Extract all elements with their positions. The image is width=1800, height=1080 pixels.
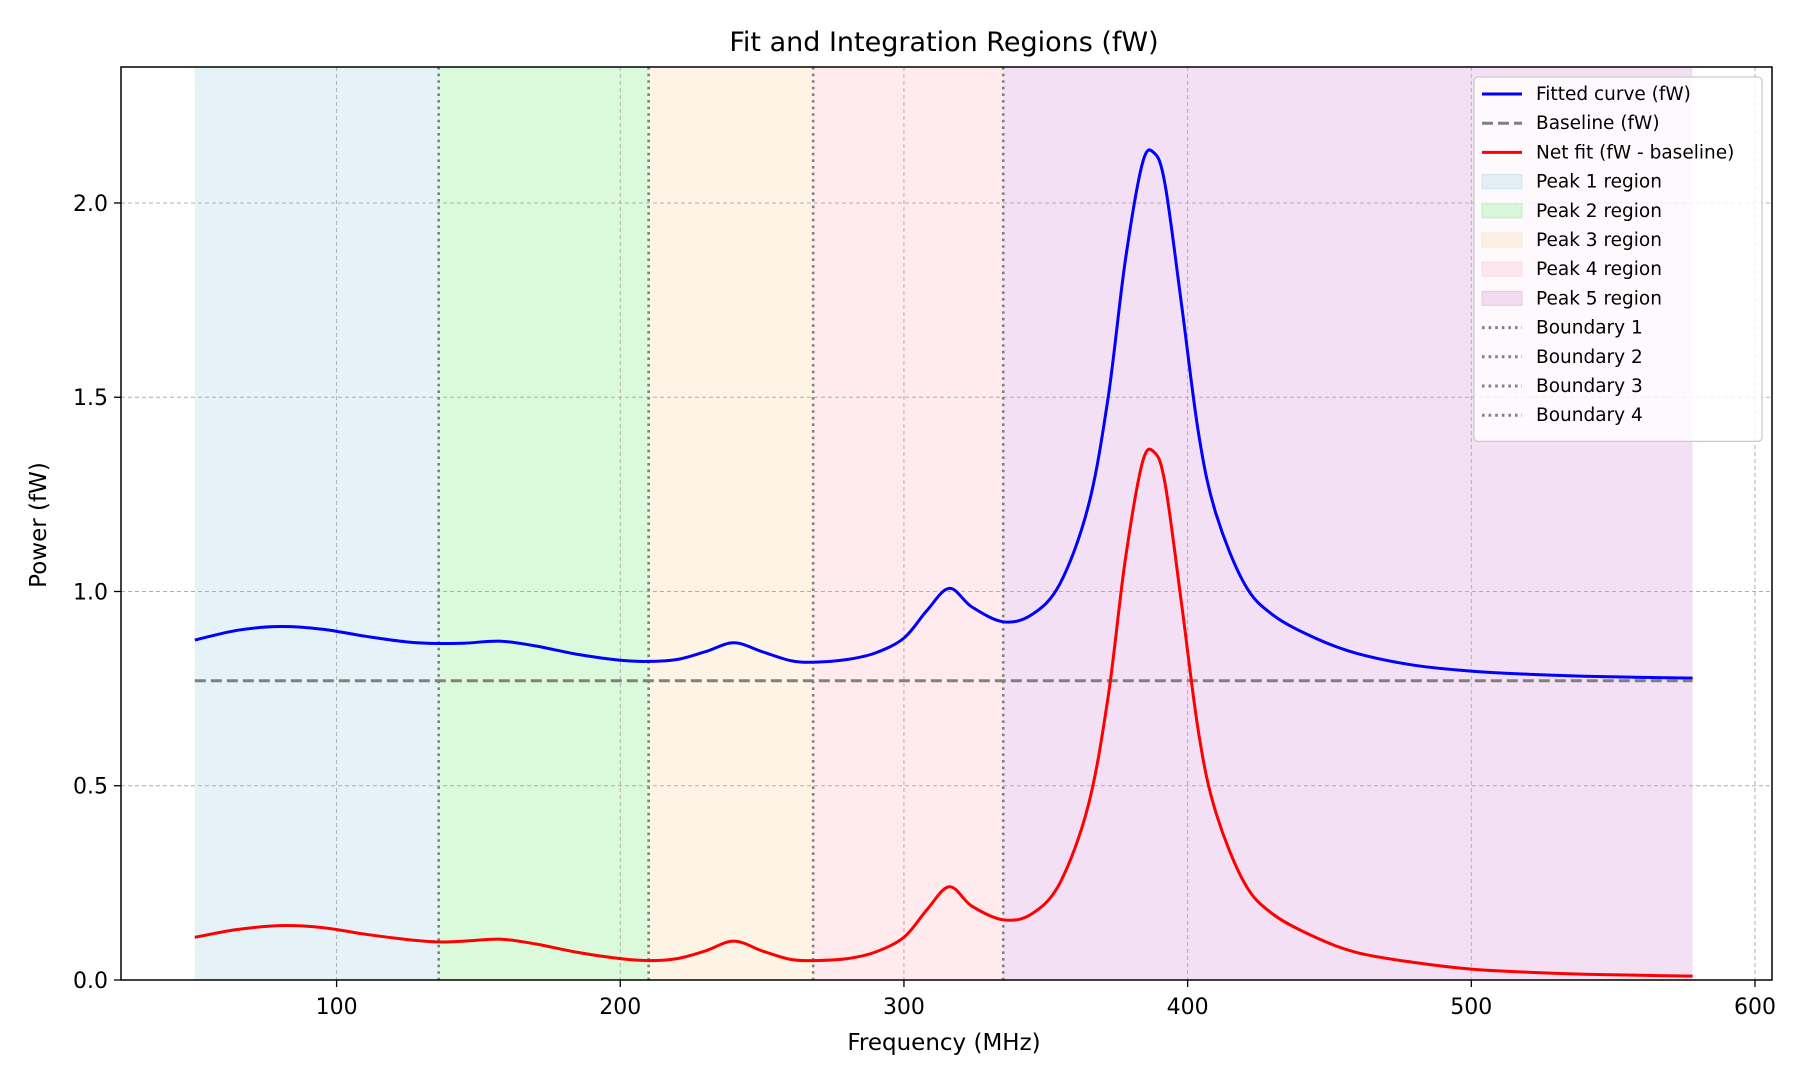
series-line-1 [194, 148, 1693, 680]
x-axis-label: Frequency (MHz) [847, 1030, 1040, 1056]
x-tick-label-5: 600 [1734, 995, 1776, 1020]
legend-swatch-region-1 [1481, 174, 1523, 190]
x-tick-label-2: 300 [883, 995, 925, 1020]
x-tick-label-1: 200 [599, 995, 641, 1020]
x-tick-label-0: 100 [316, 995, 358, 1020]
legend-swatch-region-2 [1481, 203, 1523, 219]
y-tick-label-2: 1.0 [73, 580, 108, 605]
series-layer [194, 148, 1693, 978]
boundaries-layer [437, 67, 1005, 980]
y-tick-label-0: 0.0 [73, 969, 108, 994]
legend-label-region-3: Peak 3 region [1536, 230, 1662, 251]
y-axis: 0.0 0.5 1.0 1.5 2.0 [73, 192, 121, 994]
legend-label-series-3: Net fit (fW - baseline) [1536, 142, 1734, 163]
x-tick-label-4: 500 [1450, 995, 1492, 1020]
legend-label-boundary-2: Boundary 2 [1536, 347, 1643, 368]
legend-label-boundary-3: Boundary 3 [1536, 376, 1643, 397]
x-axis: 100 200 300 400 500 600 [316, 980, 1776, 1020]
legend-label-region-1: Peak 1 region [1536, 172, 1662, 193]
legend-swatch-region-3 [1481, 232, 1523, 248]
legend-label-boundary-1: Boundary 1 [1536, 318, 1643, 339]
regions-layer [194, 67, 1693, 980]
legend-swatch-region-4 [1481, 261, 1523, 277]
plot-frame [120, 66, 1773, 981]
legend-swatch-region-5 [1481, 290, 1523, 306]
legend-label-region-4: Peak 4 region [1536, 259, 1662, 280]
legend-label-boundary-4: Boundary 4 [1536, 405, 1643, 426]
y-axis-label: Power (fW) [26, 462, 52, 588]
legend-box [1473, 76, 1763, 443]
chart-title: Fit and Integration Regions (fW) [729, 27, 1158, 58]
series-line-3 [194, 447, 1693, 978]
legend-label-series-1: Fitted curve (fW) [1536, 84, 1691, 105]
region-peak-2 [438, 67, 649, 980]
legend-label-region-2: Peak 2 region [1536, 201, 1662, 222]
region-peak-4 [813, 67, 1004, 980]
region-peak-1 [194, 67, 439, 980]
y-tick-label-1: 0.5 [73, 775, 108, 800]
legend-label-region-5: Peak 5 region [1536, 288, 1662, 309]
x-tick-label-3: 400 [1167, 995, 1209, 1020]
region-peak-3 [648, 67, 814, 980]
legend: Fitted curve (fW) Baseline (fW) Net fit (f… [1473, 76, 1763, 443]
y-tick-label-4: 2.0 [73, 192, 108, 217]
legend-label-series-2: Baseline (fW) [1536, 113, 1660, 134]
y-tick-label-3: 1.5 [73, 386, 108, 411]
